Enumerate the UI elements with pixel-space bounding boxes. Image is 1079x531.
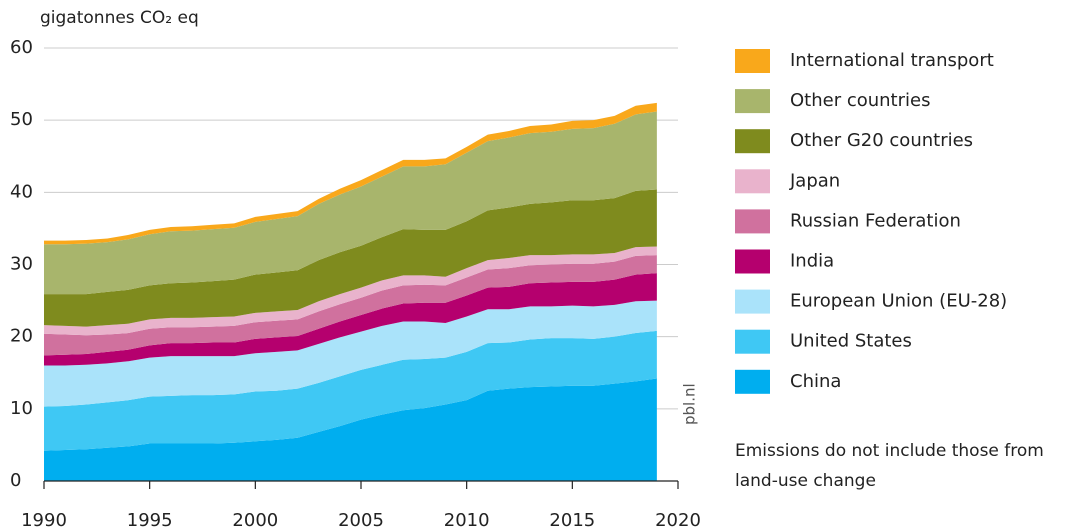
legend-swatch xyxy=(735,249,770,274)
y-tick-label: 10 xyxy=(10,398,33,419)
area xyxy=(44,189,657,327)
legend-label: International transport xyxy=(790,50,994,71)
area xyxy=(44,378,657,481)
legend-swatch xyxy=(735,89,770,114)
area xyxy=(44,255,657,356)
y-tick-label: 50 xyxy=(10,109,33,130)
axes: 0 10 20 30 40 50 60 1990 1995 2000 2005 2010 2015 202… xyxy=(10,37,701,531)
note-line: land-use change xyxy=(735,471,876,491)
x-tick-label: 2000 xyxy=(232,510,278,531)
legend-label: Japan xyxy=(789,170,840,191)
legend-label: Other G20 countries xyxy=(790,130,973,151)
area xyxy=(44,273,657,366)
area xyxy=(44,246,657,336)
legend-swatch xyxy=(735,209,770,234)
x-tick-label: 2020 xyxy=(655,510,701,531)
y-tick-label: 30 xyxy=(10,254,33,275)
area xyxy=(44,330,657,451)
legend-label: Russian Federation xyxy=(790,210,961,231)
legend-swatch xyxy=(735,49,770,73)
legend-swatch xyxy=(735,169,770,194)
x-tick-label: 2005 xyxy=(338,510,384,531)
legend-swatch xyxy=(735,369,770,394)
legend-label: Other countries xyxy=(790,90,930,111)
x-tick-label: 2015 xyxy=(549,510,595,531)
legend-swatch xyxy=(735,329,770,354)
legend: China United States European Union (EU-28)… xyxy=(735,49,1007,394)
y-tick-label: 0 xyxy=(10,470,21,491)
y-tick-label: 40 xyxy=(10,181,33,202)
area xyxy=(44,111,657,295)
area xyxy=(44,102,657,245)
y-tick-label: 20 xyxy=(10,326,33,347)
source-label: pbl.nl xyxy=(681,383,699,425)
legend-label: European Union (EU-28) xyxy=(790,291,1007,312)
legend-label: China xyxy=(790,371,841,392)
legend-label: United States xyxy=(790,331,912,352)
y-tick-label: 60 xyxy=(10,37,33,58)
areas xyxy=(44,102,657,481)
legend-swatch xyxy=(735,129,770,154)
legend-label: India xyxy=(790,251,834,272)
x-tick-label: 1995 xyxy=(127,510,173,531)
legend-swatch xyxy=(735,289,770,314)
note-line: Emissions do not include those from xyxy=(735,441,1044,461)
area xyxy=(44,300,657,407)
x-tick-label: 1990 xyxy=(21,510,67,531)
x-tick-label: 2010 xyxy=(444,510,490,531)
y-axis-label: gigatonnes CO₂ eq xyxy=(40,8,199,28)
